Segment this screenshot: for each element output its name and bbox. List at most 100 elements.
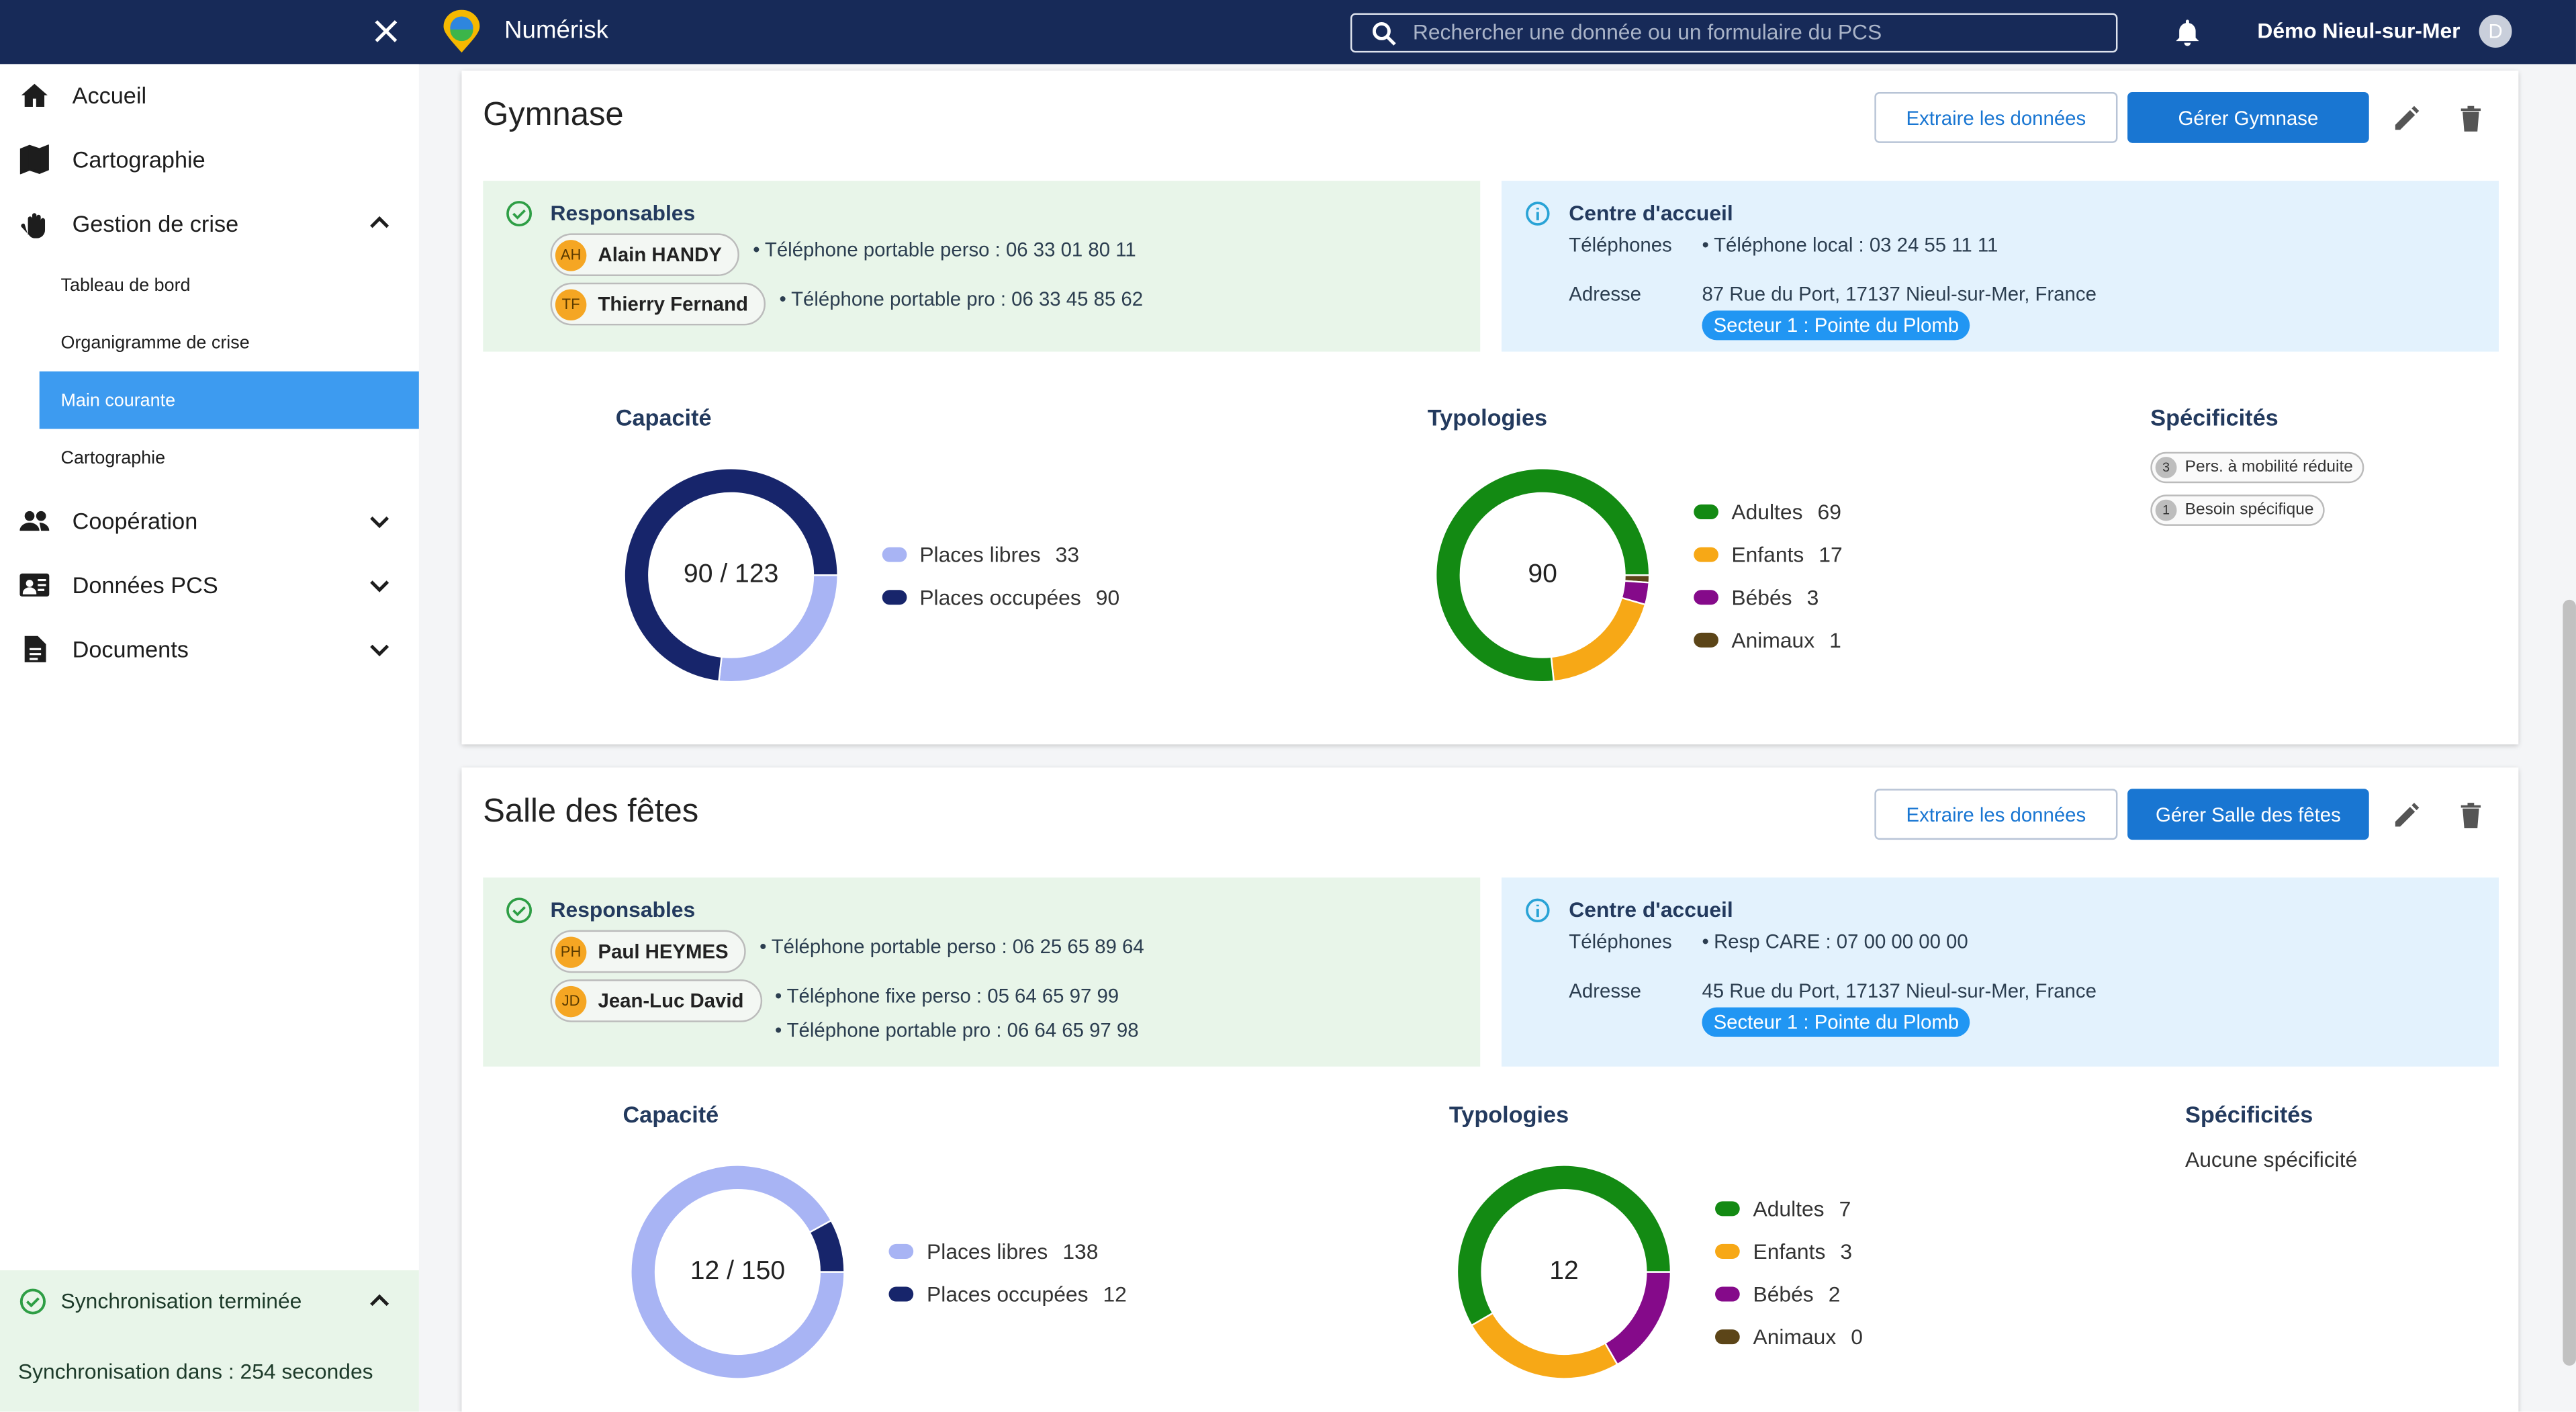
extract-button[interactable]: Extraire les données xyxy=(1874,91,2118,143)
person-name: Jean-Luc David xyxy=(598,989,744,1012)
sector-badge: Secteur 1 : Pointe du Plomb xyxy=(1702,1007,1971,1037)
typologies-column: Typologies 12 Adultes 7 Enfants 3 Bébés 2 Animau… xyxy=(1449,1101,1863,1387)
specificites-column: Spécificités 3 Pers. à mobilité réduite 1 Be… xyxy=(2150,404,2365,691)
donut-center-label: 90 xyxy=(1528,560,1557,588)
manage-button[interactable]: Gérer Salle des fêtes xyxy=(2127,789,2369,840)
centre-box: Centre d'accueil Téléphones Resp CARE : 07… xyxy=(1502,877,2499,1067)
search-box[interactable]: Rechercher une donnée ou un formulaire d… xyxy=(1350,13,2118,53)
legend-item: Places libres 138 xyxy=(888,1229,1127,1272)
person-row: PH Paul HEYMES Téléphone portable perso : … xyxy=(550,930,1457,973)
nav-item[interactable]: Gestion de crise xyxy=(0,194,419,253)
spec-chip: 3 Pers. à mobilité réduite xyxy=(2150,451,2365,484)
legend-value: 17 xyxy=(1819,541,1843,566)
avatar[interactable]: D xyxy=(2479,15,2512,48)
chart-row: 90 / 123 Places libres 33 Places occupées 90 xyxy=(616,460,1119,690)
person-row: TF Thierry Fernand Téléphone portable pro … xyxy=(550,282,1457,326)
legend-label: Enfants xyxy=(1731,541,1804,566)
nav-item[interactable]: Accueil xyxy=(0,66,419,125)
main-content: Gymnase Extraire les données Gérer Gymnase… xyxy=(419,64,2563,1412)
chart-title: Capacité xyxy=(615,404,712,431)
chart-title: Typologies xyxy=(1427,404,1548,431)
person-initials: TF xyxy=(555,288,587,320)
specificites-column: Spécificités Aucune spécificité xyxy=(2185,1101,2357,1387)
delete-icon[interactable] xyxy=(2456,800,2485,830)
chevron-icon[interactable] xyxy=(368,1290,391,1313)
donut-segment xyxy=(1550,597,1647,682)
person-chip[interactable]: TF Thierry Fernand xyxy=(550,282,766,326)
chevron-icon xyxy=(370,216,389,228)
legend-swatch xyxy=(888,1243,914,1258)
box-title: Centre d'accueil xyxy=(1569,897,1733,922)
check-icon xyxy=(19,1288,46,1315)
edit-icon[interactable] xyxy=(2392,800,2422,830)
delete-icon[interactable] xyxy=(2456,103,2485,133)
section-title: Salle des fêtes xyxy=(483,793,699,830)
donut-center-label: 12 xyxy=(1549,1256,1579,1285)
legend-label: Animaux xyxy=(1753,1323,1837,1349)
nav-sub-item[interactable]: Tableau de bord xyxy=(40,257,419,314)
box-title: Centre d'accueil xyxy=(1569,200,1733,226)
chevron-icon xyxy=(370,644,389,657)
address-block: 45 Rue du Port, 17137 Nieul-sur-Mer, Fra… xyxy=(1702,979,2097,1037)
phone: Resp CARE : 07 00 00 00 00 xyxy=(1702,930,1968,953)
nav-item[interactable]: Cartographie xyxy=(0,130,419,189)
nav-item[interactable]: Coopération xyxy=(0,491,419,550)
responsables-box: Responsables AH Alain HANDY Téléphone porta… xyxy=(483,181,1481,352)
extract-button[interactable]: Extraire les données xyxy=(1874,789,2118,840)
close-icon[interactable] xyxy=(373,18,399,44)
nav-item[interactable]: Données PCS xyxy=(0,556,419,615)
person-name: Paul HEYMES xyxy=(598,940,729,963)
nav-icon xyxy=(19,511,50,531)
nav-label: Accueil xyxy=(72,82,147,109)
donut-segment xyxy=(1470,1312,1619,1380)
chevron-icon xyxy=(370,580,389,592)
legend-item: Adultes 69 xyxy=(1694,490,1843,533)
spec-row: 3 Pers. à mobilité réduite xyxy=(2150,450,2365,493)
donut-segment xyxy=(1434,468,1651,683)
chart-title: Spécificités xyxy=(2184,1101,2313,1128)
legend: Adultes 7 Enfants 3 Bébés 2 Animaux 0 xyxy=(1715,1186,1863,1357)
legend-value: 7 xyxy=(1839,1195,1851,1221)
bell-icon[interactable] xyxy=(2175,18,2200,46)
donut-chart: 90 xyxy=(1434,468,1651,683)
legend-item: Animaux 1 xyxy=(1694,618,1843,661)
manage-button[interactable]: Gérer Gymnase xyxy=(2127,91,2369,143)
donut-segment xyxy=(809,1219,845,1273)
legend: Adultes 69 Enfants 17 Bébés 3 Animaux 1 xyxy=(1694,490,1843,660)
donut-center-label: 90 / 123 xyxy=(683,560,778,588)
person-chip[interactable]: PH Paul HEYMES xyxy=(550,930,747,973)
nav-sub-item[interactable]: Main courante xyxy=(39,371,419,429)
phones-row: Téléphones Téléphone local : 03 24 55 11 … xyxy=(1569,233,2475,256)
legend-label: Bébés xyxy=(1753,1280,1814,1306)
phone: Téléphone portable pro : 06 64 65 97 98 xyxy=(775,1014,1139,1048)
legend-swatch xyxy=(1694,503,1718,519)
person-chip[interactable]: AH Alain HANDY xyxy=(550,233,740,276)
address-row: Adresse 45 Rue du Port, 17137 Nieul-sur-M… xyxy=(1569,979,2475,1037)
donut-center-label: 12 / 150 xyxy=(690,1256,785,1285)
nav-item[interactable]: Documents xyxy=(0,619,419,678)
spec-label: Besoin spécifique xyxy=(2184,501,2314,520)
phone-list: Téléphone local : 03 24 55 11 11 xyxy=(1702,233,1998,256)
nav-label: Données PCS xyxy=(72,572,218,599)
nav-sub-item[interactable]: Cartographie xyxy=(40,429,419,487)
legend-label: Bébés xyxy=(1731,584,1792,609)
legend-label: Enfants xyxy=(1753,1238,1826,1264)
legend-item: Places libres 33 xyxy=(882,533,1119,576)
centre-box: Centre d'accueil Téléphones Téléphone loca… xyxy=(1502,181,2499,352)
donut-segment xyxy=(1456,1164,1672,1327)
sidebar: Accueil Cartographie Gestion de crise Table… xyxy=(0,64,419,1412)
donut-segment xyxy=(630,1164,845,1380)
user-name[interactable]: Démo Nieul-sur-Mer xyxy=(2257,17,2460,43)
scrollbar[interactable] xyxy=(2563,599,2576,1366)
nav-sub-label: Tableau de bord xyxy=(60,275,191,296)
nav-sub-label: Main courante xyxy=(60,390,176,410)
donut-chart: 12 xyxy=(1456,1164,1672,1380)
address: 87 Rue du Port, 17137 Nieul-sur-Mer, Fra… xyxy=(1702,282,2097,306)
phone-list: Téléphone portable pro : 06 33 45 85 62 xyxy=(779,283,1143,317)
info-icon xyxy=(1526,202,1550,226)
typologies-column: Typologies 90 Adultes 69 Enfants 17 Bébés 3 Anim… xyxy=(1428,404,1843,691)
nav-sub-item[interactable]: Organigramme de crise xyxy=(40,314,419,371)
person-chip[interactable]: JD Jean-Luc David xyxy=(550,979,762,1022)
edit-icon[interactable] xyxy=(2392,103,2422,133)
nav-icon xyxy=(21,83,48,107)
